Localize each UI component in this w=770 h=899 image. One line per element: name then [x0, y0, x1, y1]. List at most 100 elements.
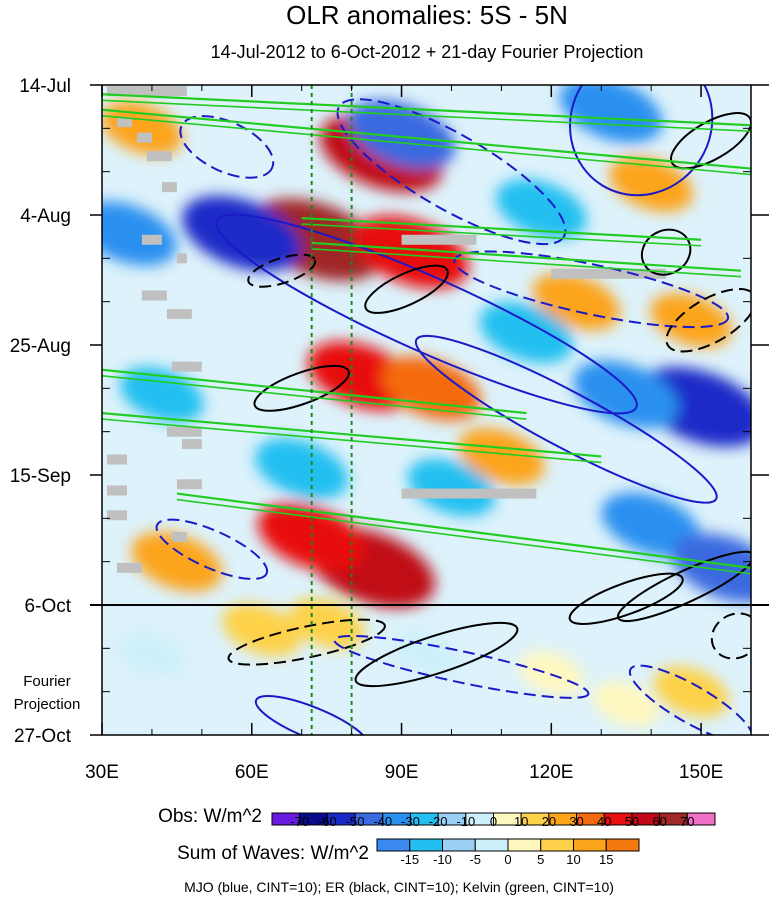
anomaly-blob-24: [119, 366, 204, 423]
obs-colorbar-label-2: -50: [346, 814, 365, 829]
kelvin-line-inner-3: [311, 248, 742, 278]
anomaly-blob-32: [518, 650, 584, 696]
er-contour-8: [227, 618, 386, 666]
obs-colorbar-label-0: -70: [290, 814, 309, 829]
mjo-contour-6: [155, 518, 269, 580]
chart-title: OLR anomalies: 5S - 5N: [286, 0, 568, 30]
waves-colorbar-label-0: -15: [400, 852, 419, 867]
obs-colorbar-label-10: 30: [569, 814, 583, 829]
waves-colorbar-box-3: [474, 838, 509, 852]
kelvin-line-inner-1: [102, 114, 751, 176]
anomaly-blob-20: [601, 492, 701, 557]
obs-colorbar-label-8: 10: [514, 814, 528, 829]
anomaly-blob-26: [222, 603, 302, 657]
x-tick-label-1: 60E: [235, 762, 269, 783]
er-contour-5: [253, 364, 350, 412]
waves-colorbar-label-2: -5: [469, 852, 481, 867]
kelvin-line-inner-2: [301, 223, 702, 247]
er-contour-3: [364, 264, 449, 314]
mjo-contour-1: [336, 98, 567, 246]
anomaly-blob-17: [637, 367, 751, 447]
missing-segment-8: [166, 309, 192, 320]
mjo-contour-3: [215, 213, 638, 415]
missing-segment-5: [141, 234, 162, 245]
waves-colorbar-box-0: [376, 838, 411, 852]
waves-colorbar-box-4: [507, 838, 542, 852]
waves-colorbar-label: Sum of Waves: W/m^2: [177, 843, 369, 864]
y-tick-label-1: 4-Aug: [20, 206, 71, 227]
kelvin-line-inner-0: [102, 99, 751, 133]
kelvin-line-5: [102, 411, 602, 458]
waves-colorbar-label-3: 0: [504, 852, 511, 867]
mjo-contour-9: [254, 694, 369, 735]
obs-colorbar-label-6: -10: [456, 814, 475, 829]
waves-colorbar-box-1: [409, 838, 443, 852]
anomaly-blob-12: [458, 428, 545, 485]
missing-segment-13: [181, 439, 202, 450]
obs-colorbar-label-14: 70: [680, 814, 694, 829]
anomaly-blob-29: [592, 681, 660, 727]
x-tick-label-4: 150E: [679, 762, 723, 783]
missing-segment-0: [106, 86, 187, 97]
obs-colorbar-box-15: [686, 812, 716, 826]
missing-segment-2: [136, 132, 152, 143]
anomaly-blob-4: [381, 356, 482, 421]
mjo-contour-5: [414, 334, 718, 504]
kelvin-line-6: [176, 492, 751, 569]
x-axis-tick-labels: 30E 60E 90E 120E 150E: [85, 762, 723, 783]
y-tick-label-4: 6-Oct: [25, 596, 72, 617]
waves-colorbar-box-6: [573, 838, 607, 852]
obs-colorbar-label-5: -20: [429, 814, 448, 829]
missing-segment-18: [106, 510, 127, 521]
kelvin-line-inner-6: [176, 498, 751, 575]
x-tick-label-3: 120E: [529, 762, 573, 783]
waves-colorbar-label-5: 10: [566, 852, 580, 867]
x-tick-label-2: 90E: [385, 762, 419, 783]
chart-subtitle: 14-Jul-2012 to 6-Oct-2012 + 21-day Fouri…: [211, 42, 644, 62]
missing-segment-10: [401, 234, 477, 245]
er-contour-0: [670, 112, 751, 170]
anomaly-blob-13: [182, 195, 302, 272]
missing-segment-12: [166, 426, 202, 437]
kelvin-line-3: [311, 241, 742, 272]
waves-colorbar-label-4: 5: [537, 852, 544, 867]
missing-segment-6: [176, 253, 187, 264]
waves-colorbar-label-6: 15: [599, 852, 613, 867]
missing-segment-11: [551, 268, 667, 279]
projection-label-line2: Projection: [14, 696, 81, 713]
er-contour-10: [710, 612, 751, 660]
waves-colorbar-box-2: [442, 838, 476, 852]
missing-segment-15: [176, 479, 202, 490]
mjo-contour-8: [628, 664, 751, 735]
missing-segment-17: [401, 488, 537, 499]
obs-colorbar-label-9: 20: [542, 814, 556, 829]
er-contour-7: [568, 572, 684, 625]
mjo-contour-4: [453, 250, 730, 329]
obs-colorbar-label-13: 60: [652, 814, 666, 829]
anomaly-blob-19: [479, 302, 574, 363]
anomaly-blob-22: [407, 458, 496, 517]
er-contour-2: [247, 253, 317, 288]
waves-colorbar-box-5: [540, 838, 574, 852]
obs-colorbar-label-12: 50: [625, 814, 639, 829]
obs-colorbar-label: Obs: W/m^2: [158, 806, 262, 827]
missing-segment-3: [146, 151, 172, 162]
waves-colorbar: -15 -10 -5 0 5 10 15: [376, 838, 640, 867]
plot-frame: [101, 84, 752, 736]
mjo-contour-7: [333, 634, 590, 699]
obs-colorbar-label-11: 40: [597, 814, 611, 829]
kelvin-line-inner-4: [102, 374, 527, 420]
y-tick-label-5: 27-Oct: [14, 726, 72, 747]
y-axis-tick-labels: 14-Jul 4-Aug 25-Aug 15-Sep 6-Oct 27-Oct: [10, 76, 72, 747]
obs-colorbar-label-7: 0: [490, 814, 497, 829]
anomaly-blob-23: [255, 438, 349, 500]
anomaly-blob-2: [354, 215, 469, 289]
missing-segment-20: [116, 562, 142, 573]
kelvin-contours: [102, 93, 751, 575]
kelvin-line-2: [301, 216, 702, 241]
y-tick-label-0: 14-Jul: [19, 76, 71, 97]
anomaly-blob-8: [609, 156, 694, 212]
obs-colorbar-label-1: -60: [318, 814, 337, 829]
missing-segment-14: [106, 454, 127, 465]
